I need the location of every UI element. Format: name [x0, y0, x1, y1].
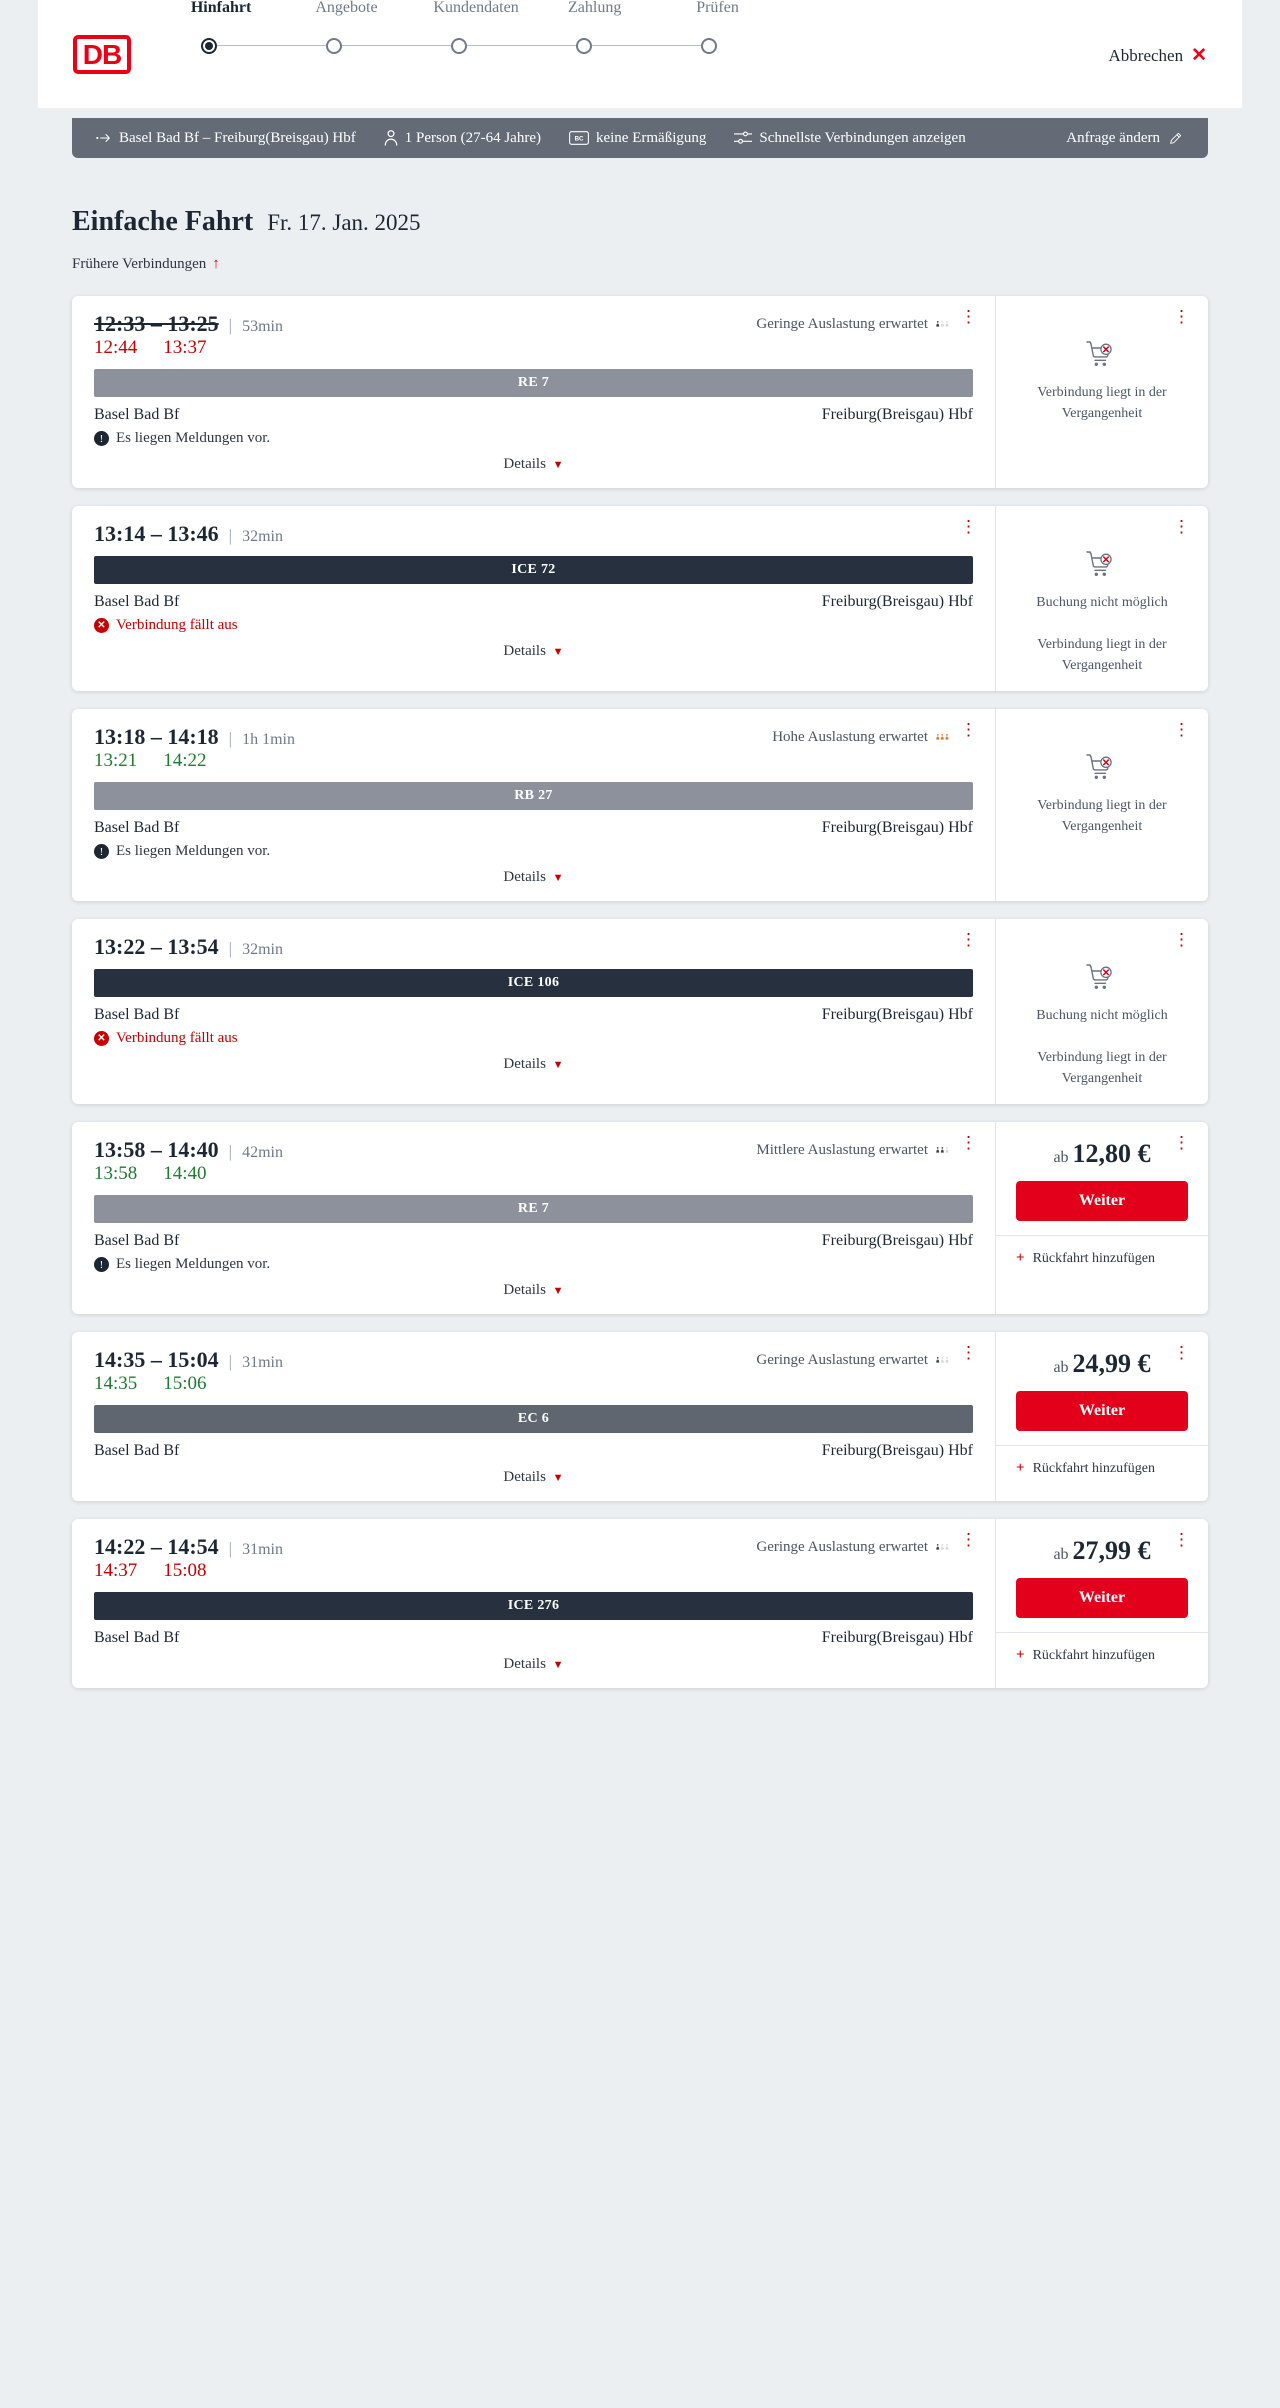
- svg-text:BC: BC: [575, 136, 584, 143]
